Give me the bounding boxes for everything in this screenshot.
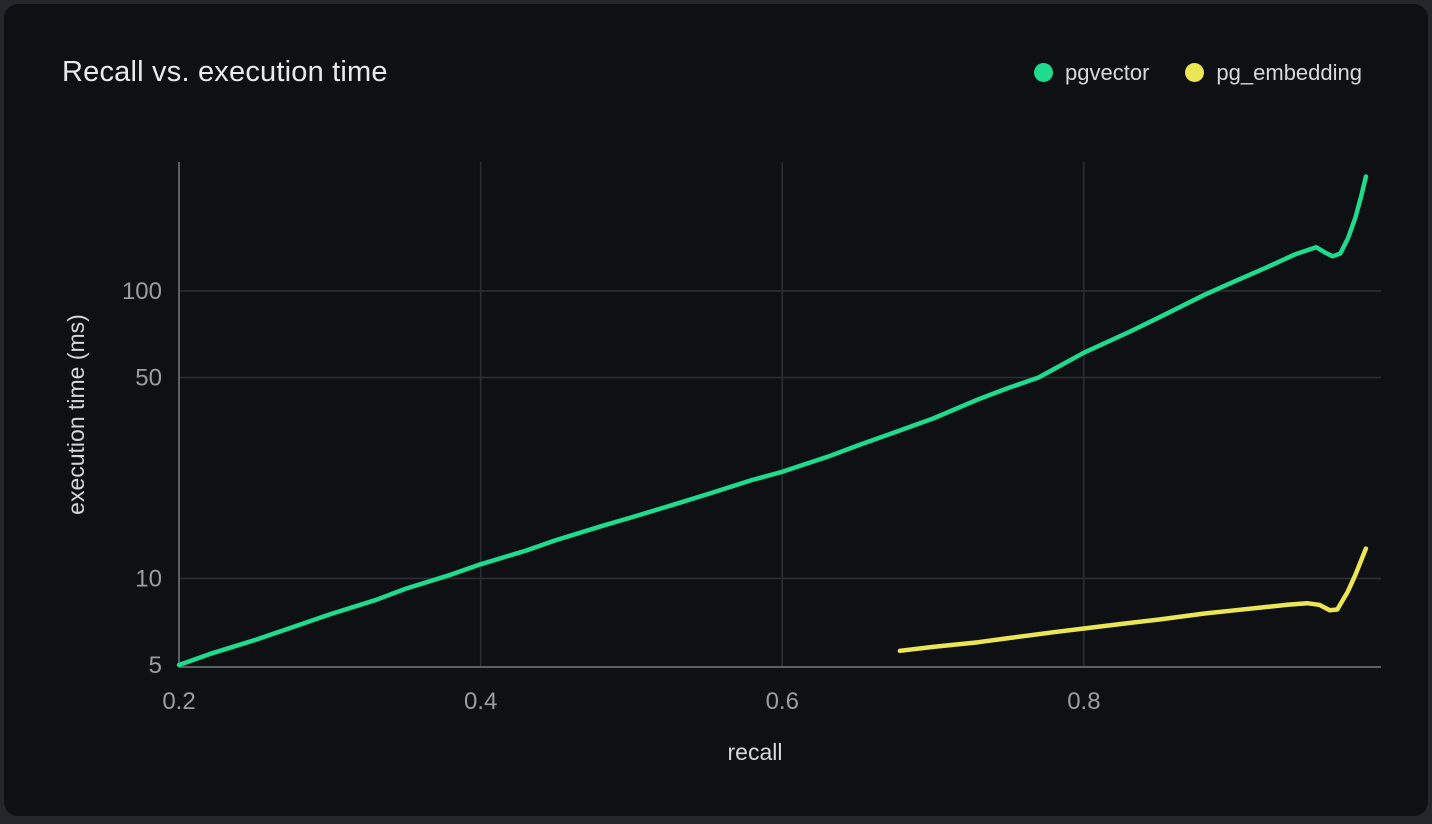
x-tick-label: 0.2	[162, 688, 195, 715]
x-tick-label: 0.8	[1067, 688, 1100, 715]
legend-item-pg-embedding[interactable]: pg_embedding	[1185, 60, 1362, 86]
y-tick-label: 5	[149, 652, 162, 679]
legend-label-pgvector: pgvector	[1065, 60, 1149, 86]
chart-card: 0.2 0.4 0.6 0.8 5 10 50 100 recall execution time…	[4, 4, 1428, 816]
y-tick-label: 100	[122, 278, 162, 305]
legend-item-pgvector[interactable]: pgvector	[1034, 60, 1149, 86]
chart-title: Recall vs. execution time	[62, 56, 388, 89]
chart-header: Recall vs. execution time pgvector pg_em…	[4, 4, 1428, 89]
chart-canvas: 0.2 0.4 0.6 0.8 5 10 50 100 recall execution time…	[4, 4, 1432, 824]
x-tick-label: 0.4	[464, 688, 497, 715]
x-axis-title: recall	[728, 739, 783, 765]
y-tick-label: 50	[135, 365, 162, 392]
series-line-pgvector[interactable]	[179, 177, 1366, 666]
pg-embedding-dot-icon	[1185, 63, 1204, 82]
legend: pgvector pg_embedding	[1034, 60, 1362, 86]
legend-label-pg-embedding: pg_embedding	[1216, 60, 1362, 86]
x-tick-label: 0.6	[766, 688, 799, 715]
y-axis-title: execution time (ms)	[63, 314, 89, 515]
series-line-pg_embedding[interactable]	[900, 549, 1366, 651]
pgvector-dot-icon	[1034, 63, 1053, 82]
y-tick-label: 10	[135, 565, 162, 592]
